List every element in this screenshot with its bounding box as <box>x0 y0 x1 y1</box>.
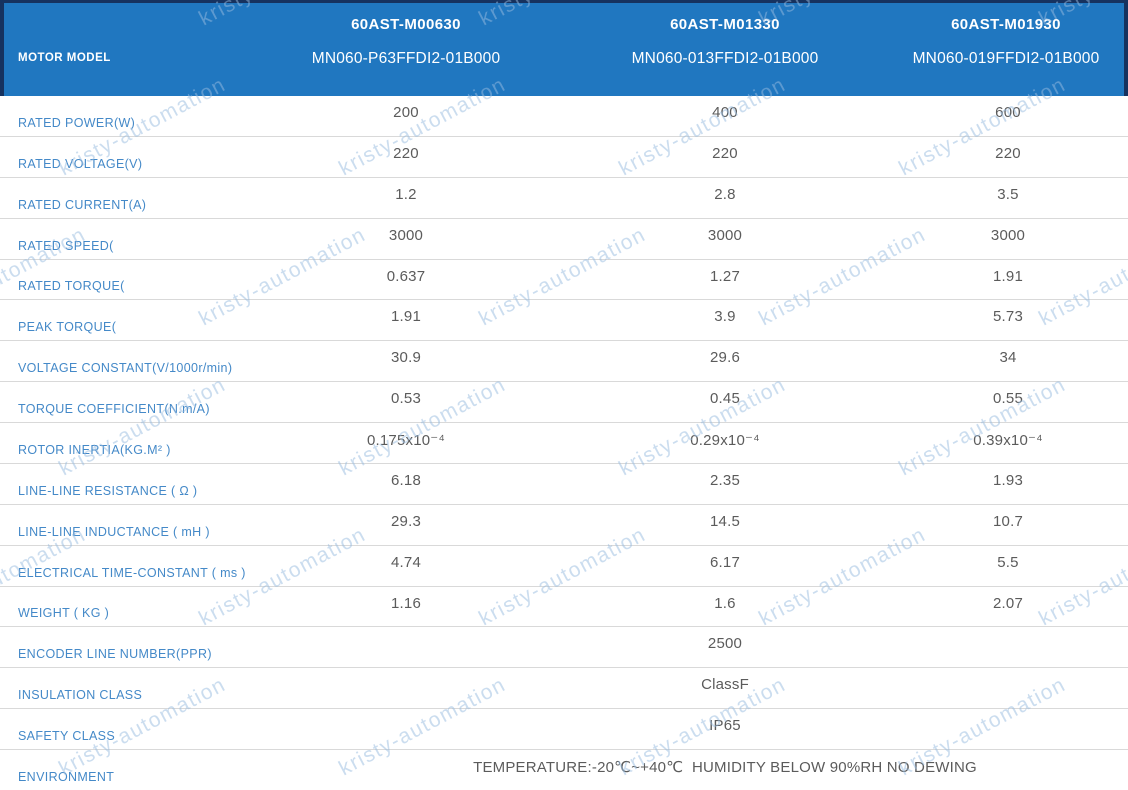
cell-span-value: 2500 <box>707 635 743 653</box>
cell-value: 1.93 <box>993 471 1023 489</box>
table-row: VOLTAGE CONSTANT(V/1000r/min) 30.9 29.6 34 <box>0 341 1128 383</box>
series-name: 60AST-M00630 <box>351 16 461 33</box>
series-name: 60AST-M01930 <box>951 16 1061 33</box>
row-label: LINE-LINE RESISTANCE ( Ω ) <box>18 483 198 498</box>
cell-value: 1.16 <box>391 594 421 612</box>
cell-value: 4.74 <box>391 553 421 571</box>
row-label: PEAK TORQUE( <box>18 320 117 335</box>
table-row: RATED TORQUE( 0.637 1.27 1.91 <box>0 260 1128 301</box>
span-cell: IP65 <box>250 709 1128 749</box>
span-cell: 2500 <box>250 627 1128 667</box>
cell-value: 1.91 <box>391 308 421 326</box>
cell-value: 14.5 <box>710 512 740 530</box>
row-label: RATED POWER(W) <box>18 115 136 130</box>
row-label: RATED SPEED( <box>18 238 114 253</box>
row-label: WEIGHT ( KG ) <box>18 606 110 621</box>
row-label: ELECTRICAL TIME-CONSTANT ( ms ) <box>18 565 246 580</box>
table-row: LINE-LINE RESISTANCE ( Ω ) 6.18 2.35 1.93 <box>0 464 1128 505</box>
table-row: RATED VOLTAGE(V) 220 220 220 <box>0 137 1128 178</box>
cell-value: 1.91 <box>993 267 1023 285</box>
row-label: INSULATION CLASS <box>18 688 143 703</box>
row-label: RATED VOLTAGE(V) <box>18 156 143 171</box>
cell-span-value: TEMPERATURE:-20℃~+40℃ HUMIDITY BELOW 90%… <box>473 759 977 776</box>
series-name: 60AST-M01330 <box>670 16 780 33</box>
cell-value: 10.7 <box>993 512 1023 530</box>
table-row: RATED SPEED( 3000 3000 3000 <box>0 219 1128 260</box>
table-row: WEIGHT ( KG ) 1.16 1.6 2.07 <box>0 587 1128 628</box>
cell-value: 29.3 <box>391 512 421 530</box>
table-row: RATED CURRENT(A) 1.2 2.8 3.5 <box>0 178 1128 219</box>
cell-value: 3000 <box>990 226 1026 244</box>
cell-value: 0.39x10⁻⁴ <box>973 432 1043 449</box>
cell-value: 0.45 <box>710 390 740 408</box>
cell-value: 5.5 <box>997 553 1019 571</box>
table-row: SAFETY CLASS IP65 <box>0 709 1128 750</box>
model-number: MN060-013FFDI2-01B000 <box>631 50 819 67</box>
column-header-3: 60AST-M01930 MN060-019FFDI2-01B000 <box>888 3 1124 96</box>
cell-value: 220 <box>393 144 419 162</box>
model-number: MN060-P63FFDI2-01B000 <box>311 50 501 67</box>
cell-value: 0.29x10⁻⁴ <box>690 432 760 449</box>
cell-value: 3000 <box>388 226 424 244</box>
cell-value: 6.18 <box>391 471 421 489</box>
cell-value: 2.35 <box>710 471 740 489</box>
cell-value: 220 <box>712 144 738 162</box>
cell-value: 5.73 <box>993 308 1023 326</box>
span-cell: TEMPERATURE:-20℃~+40℃ HUMIDITY BELOW 90%… <box>250 750 1128 790</box>
table-row: ELECTRICAL TIME-CONSTANT ( ms ) 4.74 6.17 5… <box>0 546 1128 587</box>
cell-value: 0.637 <box>386 267 426 285</box>
cell-value: 6.17 <box>710 553 740 571</box>
table-header: MOTOR MODEL 60AST-M00630 MN060-P63FFDI2-… <box>0 0 1128 96</box>
cell-value: 3.9 <box>714 308 736 326</box>
table-row: ENCODER LINE NUMBER(PPR) 2500 <box>0 627 1128 669</box>
row-label: ROTOR INERTIA(KG.M² ) <box>18 442 171 457</box>
row-label: TORQUE COEFFICIENT(N.m/A) <box>18 402 210 416</box>
cell-value: 0.53 <box>391 390 421 408</box>
model-number: MN060-019FFDI2-01B000 <box>912 50 1100 67</box>
cell-value: 0.175x10⁻⁴ <box>366 432 446 449</box>
cell-value: 29.6 <box>710 349 740 367</box>
table-row: ROTOR INERTIA(KG.M² ) 0.175x10⁻⁴ 0.29x10⁻⁴… <box>0 423 1128 464</box>
cell-span-value: IP65 <box>709 717 741 735</box>
cell-value: 30.9 <box>391 349 421 367</box>
column-header-2: 60AST-M01330 MN060-013FFDI2-01B000 <box>562 3 888 96</box>
table-row: RATED POWER(W) 200 400 600 <box>0 96 1128 137</box>
cell-value: 1.6 <box>714 594 736 612</box>
cell-value: 400 <box>712 104 738 121</box>
cell-value: 220 <box>995 144 1021 162</box>
table-row: ENVIRONMENT TEMPERATURE:-20℃~+40℃ HUMIDIT… <box>0 750 1128 790</box>
cell-value: 2.07 <box>993 594 1023 612</box>
row-label: ENCODER LINE NUMBER(PPR) <box>18 647 212 662</box>
cell-value: 3.5 <box>997 185 1019 203</box>
row-label: RATED CURRENT(A) <box>18 197 147 212</box>
cell-value: 200 <box>393 104 419 121</box>
column-header-1: 60AST-M00630 MN060-P63FFDI2-01B000 <box>250 3 562 96</box>
row-label: SAFETY CLASS <box>18 729 116 743</box>
row-label: VOLTAGE CONSTANT(V/1000r/min) <box>18 361 233 376</box>
cell-value: 2.8 <box>714 185 736 203</box>
spec-rows: RATED POWER(W) 200 400 600 RATED VOLTAGE(V) 2… <box>0 96 1128 790</box>
table-row: LINE-LINE INDUCTANCE ( mH ) 29.3 14.5 10.7 <box>0 505 1128 546</box>
row-label: RATED TORQUE( <box>18 279 125 294</box>
row-label: LINE-LINE INDUCTANCE ( mH ) <box>18 524 210 539</box>
cell-value: 600 <box>995 104 1021 121</box>
row-label: ENVIRONMENT <box>18 769 115 784</box>
cell-value: 3000 <box>707 226 743 244</box>
motor-model-header: MOTOR MODEL <box>18 51 111 64</box>
cell-value: 34 <box>999 349 1017 367</box>
cell-value: 1.2 <box>395 185 417 203</box>
span-cell: ClassF <box>250 668 1128 708</box>
cell-value: 0.55 <box>993 390 1023 408</box>
cell-span-value: ClassF <box>701 676 749 694</box>
table-row: PEAK TORQUE( 1.91 3.9 5.73 <box>0 300 1128 342</box>
table-row: TORQUE COEFFICIENT(N.m/A) 0.53 0.45 0.55 <box>0 382 1128 423</box>
table-row: INSULATION CLASS ClassF <box>0 668 1128 710</box>
cell-value: 1.27 <box>710 267 740 285</box>
